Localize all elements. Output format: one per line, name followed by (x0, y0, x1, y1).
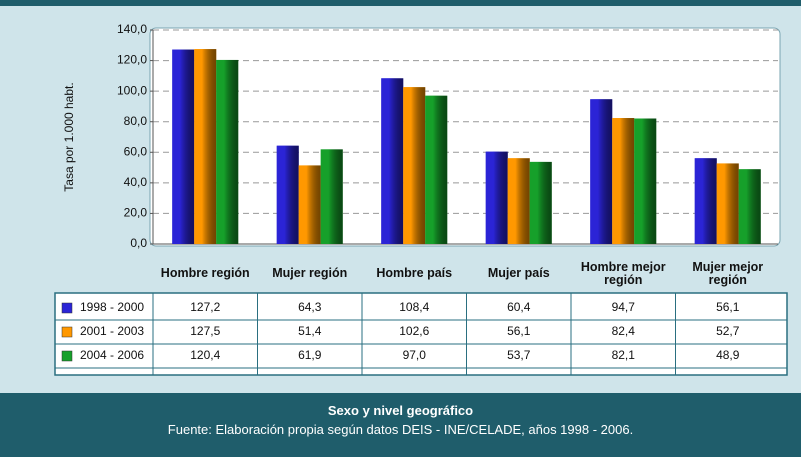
table-value: 51,4 (298, 324, 322, 338)
bar-shade (485, 151, 508, 244)
bar-shade (612, 118, 635, 244)
table-value: 64,3 (298, 300, 322, 314)
chart: Tasa por 1.000 habt. 0,0 20,0 40,0 60,0 80,0… (0, 0, 801, 376)
bar-shade (507, 158, 530, 244)
table-value: 108,4 (399, 300, 429, 314)
legend-swatch (61, 326, 73, 338)
data-table (54, 292, 788, 376)
table-value: 127,2 (190, 300, 220, 314)
y-tick-label: 40,0 (124, 175, 148, 189)
source-note: Fuente: Elaboración propia según datos D… (167, 422, 634, 437)
table-value: 94,7 (612, 300, 636, 314)
bar-shade (216, 59, 239, 245)
y-axis-label: Tasa por 1.000 habt. (62, 82, 76, 191)
y-tick-label: 120,0 (117, 53, 147, 67)
legend-label: 2004 - 2006 (80, 348, 144, 362)
table-value: 120,4 (190, 348, 220, 362)
table-value: 82,1 (612, 348, 636, 362)
legend-swatch (61, 350, 73, 362)
table-value: 60,4 (507, 300, 531, 314)
bar-shade (634, 118, 657, 244)
bar-shade (590, 99, 613, 244)
legend-swatch (61, 302, 73, 314)
bar-shade (320, 149, 343, 244)
table-value: 61,9 (298, 348, 322, 362)
footer: Sexo y nivel geográfico Fuente: Elaborac… (0, 393, 801, 457)
bar-shade (738, 169, 761, 244)
bar-shade (529, 161, 552, 244)
bar-shade (694, 158, 717, 244)
table-value: 56,1 (507, 324, 531, 338)
bar-shade (381, 78, 404, 244)
table-value: 48,9 (716, 348, 740, 362)
bar-shade (194, 49, 217, 244)
table-value: 102,6 (399, 324, 429, 338)
bar-shade (716, 163, 739, 244)
x-axis-title: Sexo y nivel geográfico (327, 403, 474, 418)
x-tick-label: Mujer país (487, 266, 550, 280)
legend-label: 2001 - 2003 (80, 324, 144, 338)
y-tick-label: 140,0 (117, 22, 147, 36)
x-tick-label: Hombre región (160, 266, 250, 280)
table-value: 127,5 (190, 324, 220, 338)
y-tick-label: 60,0 (124, 144, 148, 158)
table-value: 82,4 (612, 324, 636, 338)
top-band (0, 0, 801, 6)
x-tick-label: Mujer mejor región (692, 260, 764, 287)
bar-shade (403, 87, 426, 244)
x-tick-label: Hombre país (376, 266, 453, 280)
y-tick-label: 0,0 (130, 236, 147, 250)
x-tick-label: Mujer región (272, 266, 348, 280)
bar-shade (298, 165, 321, 244)
legend-label: 1998 - 2000 (80, 300, 144, 314)
y-tick-label: 20,0 (124, 206, 148, 220)
table-value: 52,7 (716, 324, 740, 338)
table-value: 53,7 (507, 348, 531, 362)
bar-shade (425, 95, 448, 244)
table-value: 56,1 (716, 300, 740, 314)
y-tick-label: 80,0 (124, 114, 148, 128)
bar-shade (172, 49, 195, 244)
bar-shade (276, 145, 299, 244)
table-value: 97,0 (403, 348, 427, 362)
y-tick-label: 100,0 (117, 83, 147, 97)
x-tick-label: Hombre mejor región (580, 260, 666, 287)
